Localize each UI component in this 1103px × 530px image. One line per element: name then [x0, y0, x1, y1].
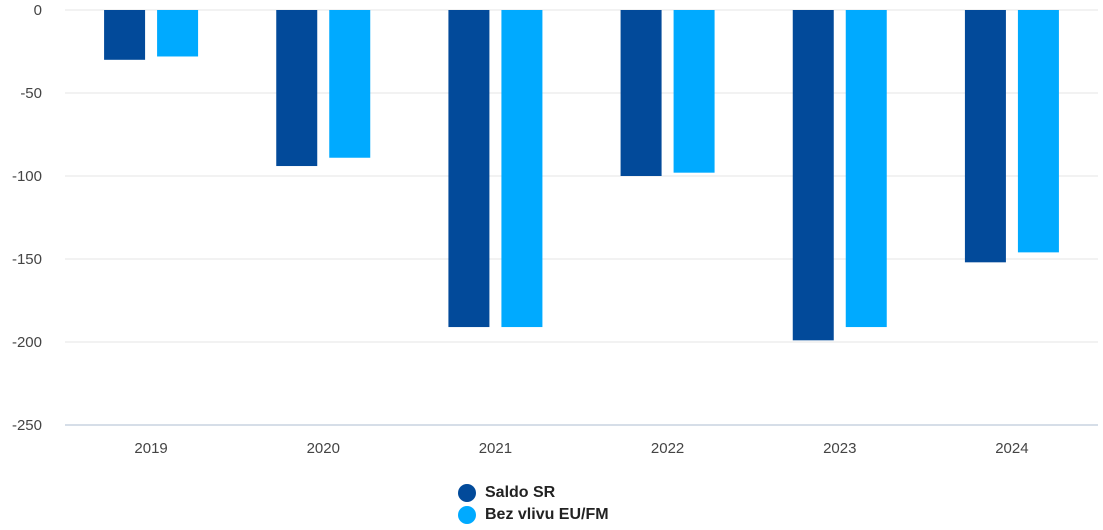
y-tick-label: 0 [34, 2, 42, 19]
x-tick-label: 2020 [307, 440, 340, 457]
bar-bez-vlivu-2023[interactable] [845, 10, 887, 328]
bar-saldo-sr-2020[interactable] [276, 10, 318, 167]
bar-saldo-sr-2019[interactable] [104, 10, 146, 60]
legend-item-bez-vlivu[interactable]: Bez vlivu EU/FM [458, 506, 609, 524]
y-tick-label: -150 [12, 251, 42, 268]
x-tick-label: 2022 [651, 440, 684, 457]
bar-bez-vlivu-2019[interactable] [157, 10, 199, 57]
bar-saldo-sr-2021[interactable] [448, 10, 490, 328]
legend-label-saldo-sr: Saldo SR [485, 484, 556, 501]
x-axis: 2019 2020 2021 2022 2023 2024 [134, 440, 1028, 457]
y-tick-label: -200 [12, 334, 42, 351]
x-tick-label: 2019 [134, 440, 167, 457]
x-tick-label: 2023 [823, 440, 856, 457]
y-tick-label: -100 [12, 168, 42, 185]
bar-bez-vlivu-2022[interactable] [673, 10, 715, 173]
legend-label-bez-vlivu: Bez vlivu EU/FM [485, 506, 609, 523]
bar-saldo-sr-2024[interactable] [964, 10, 1006, 263]
legend-swatch-saldo-sr [458, 484, 476, 502]
bar-bez-vlivu-2020[interactable] [329, 10, 371, 158]
bar-bez-vlivu-2021[interactable] [501, 10, 543, 328]
y-tick-label: -50 [20, 85, 42, 102]
bar-saldo-sr-2022[interactable] [620, 10, 662, 176]
x-tick-label: 2024 [995, 440, 1028, 457]
gridlines [65, 9, 1098, 426]
bars [104, 10, 1059, 341]
bar-bez-vlivu-2024[interactable] [1017, 10, 1059, 253]
legend-swatch-bez-vlivu [458, 506, 476, 524]
y-tick-label: -250 [12, 417, 42, 434]
legend-item-saldo-sr[interactable]: Saldo SR [458, 484, 609, 502]
bar-saldo-sr-2023[interactable] [792, 10, 834, 341]
legend: Saldo SR Bez vlivu EU/FM [458, 484, 609, 524]
y-axis: 0 -50 -100 -150 -200 -250 [12, 2, 42, 434]
x-tick-label: 2021 [479, 440, 512, 457]
